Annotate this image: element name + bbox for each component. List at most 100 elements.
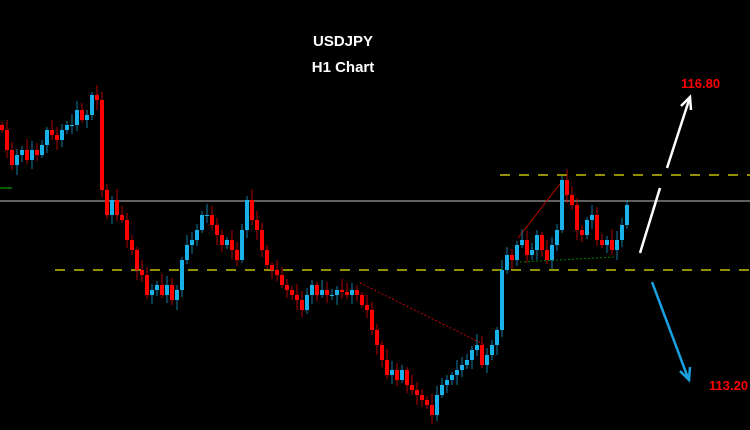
candle-body xyxy=(65,125,69,130)
candle-body xyxy=(115,200,119,215)
candle-body xyxy=(60,130,64,140)
candle-body xyxy=(610,240,614,250)
upside-target-label: 116.80 xyxy=(681,76,721,91)
candle-body xyxy=(305,295,309,310)
candle-body xyxy=(405,370,409,385)
trend-line xyxy=(519,256,616,263)
down-arrow-head xyxy=(679,366,692,383)
candle-body xyxy=(10,150,14,165)
candle-body xyxy=(570,195,574,205)
up-arrow-shaft xyxy=(665,99,691,169)
candle-body xyxy=(395,370,399,380)
candle-body xyxy=(430,405,434,415)
candle-body xyxy=(390,370,394,375)
candle-body xyxy=(40,145,44,155)
candle-body xyxy=(145,275,149,295)
candle-body xyxy=(425,400,429,405)
candle-body xyxy=(245,200,249,230)
candle-body xyxy=(120,215,124,220)
candle-body xyxy=(140,270,144,275)
candle-body xyxy=(340,290,344,292)
candle-body xyxy=(105,190,109,215)
candle-body xyxy=(90,95,94,115)
candle-body xyxy=(540,235,544,250)
candle-body xyxy=(415,390,419,395)
candle-body xyxy=(255,220,259,230)
candle-body xyxy=(215,225,219,235)
candle-body xyxy=(620,225,624,240)
candle-body xyxy=(555,230,559,245)
candle-body xyxy=(55,135,59,140)
candle-body xyxy=(35,150,39,155)
candle-body xyxy=(535,235,539,250)
candle-body xyxy=(325,290,329,295)
candle-body xyxy=(30,150,34,160)
up-arrow-segment xyxy=(638,187,662,254)
candle-body xyxy=(270,265,274,270)
candle-body xyxy=(85,115,89,120)
candle-body xyxy=(445,380,449,385)
candle-body xyxy=(410,385,414,390)
candle-body xyxy=(615,240,619,250)
candle-body xyxy=(190,240,194,245)
candle-body xyxy=(625,205,629,225)
candle-body xyxy=(525,240,529,255)
candle-body xyxy=(185,245,189,260)
candle-body xyxy=(25,150,29,160)
candle-body xyxy=(175,290,179,300)
candle-body xyxy=(235,250,239,260)
downside-target-label: 113.20 xyxy=(709,378,749,393)
candle-body xyxy=(95,95,99,100)
candle-body xyxy=(130,240,134,250)
candle-body xyxy=(385,360,389,375)
candle-body xyxy=(585,220,589,235)
candle-body xyxy=(110,200,114,215)
candle-body xyxy=(560,180,564,230)
candle-body xyxy=(170,285,174,300)
candle-body xyxy=(455,370,459,375)
candle-body xyxy=(135,250,139,270)
candle-body xyxy=(475,345,479,350)
candle-body xyxy=(240,230,244,260)
candle-body xyxy=(280,275,284,285)
candle-body xyxy=(315,285,319,295)
candle-body xyxy=(205,215,209,216)
candle-body xyxy=(70,125,74,126)
candle-body xyxy=(160,285,164,295)
candle-body xyxy=(460,365,464,370)
candle-body xyxy=(470,350,474,360)
candle-body xyxy=(165,285,169,295)
candle-body xyxy=(275,270,279,275)
candle-body xyxy=(80,110,84,120)
candle-body xyxy=(310,285,314,295)
candle-body xyxy=(360,295,364,305)
candle-body xyxy=(155,285,159,290)
candle-body xyxy=(0,125,4,130)
candle-body xyxy=(575,205,579,230)
candle-body xyxy=(400,370,404,380)
candle-body xyxy=(515,245,519,260)
candle-body xyxy=(545,250,549,260)
candle-body xyxy=(580,230,584,235)
candle-body xyxy=(420,395,424,400)
candle-body xyxy=(505,255,509,270)
candle-body xyxy=(530,250,534,255)
candle-body xyxy=(15,155,19,165)
candle-body xyxy=(600,240,604,245)
candle-body xyxy=(320,290,324,295)
candle-body xyxy=(50,130,54,135)
candle-body xyxy=(265,250,269,265)
candle-body xyxy=(250,200,254,220)
candle-body xyxy=(500,270,504,330)
candle-body xyxy=(150,290,154,295)
candle-body xyxy=(230,240,234,250)
candle-body xyxy=(345,292,349,295)
candle-body xyxy=(225,240,229,245)
chart-title: USDJPY xyxy=(312,33,374,50)
candle-body xyxy=(330,295,334,296)
candle-body xyxy=(550,245,554,260)
down-arrow-shaft xyxy=(650,281,690,379)
candle-body xyxy=(260,230,264,250)
candle-body xyxy=(295,295,299,300)
